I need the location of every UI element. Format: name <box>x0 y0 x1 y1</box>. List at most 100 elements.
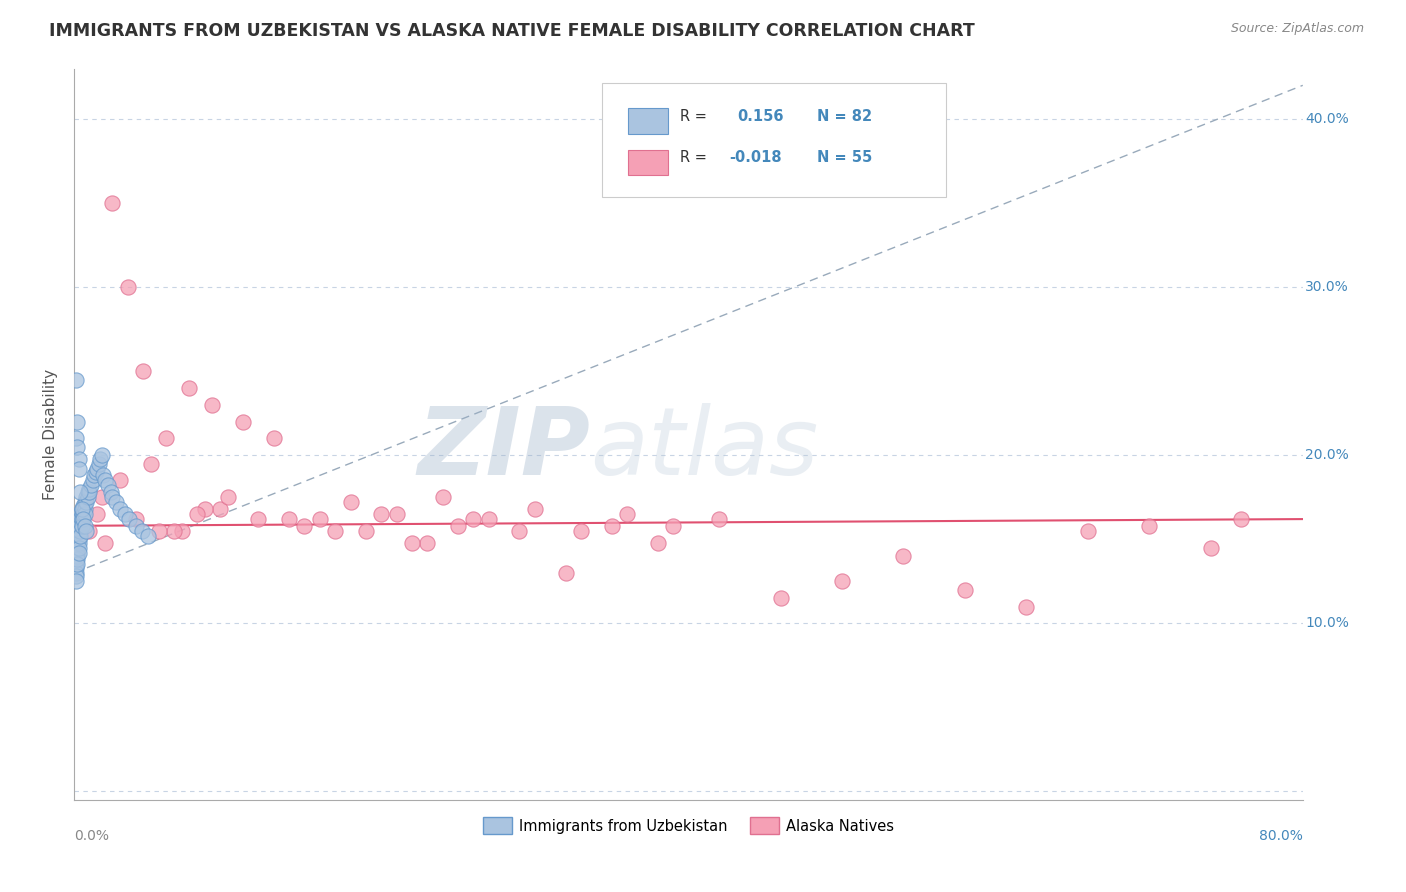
Point <box>508 524 530 538</box>
Point <box>77 490 100 504</box>
Point <box>201 398 224 412</box>
Point <box>65 558 87 572</box>
Point <box>70 518 93 533</box>
Text: 0.156: 0.156 <box>738 109 785 124</box>
Point <box>75 495 97 509</box>
Point <box>90 448 112 462</box>
Point <box>86 461 108 475</box>
Point <box>86 507 108 521</box>
Point <box>1199 541 1222 555</box>
Point <box>323 524 346 538</box>
Point <box>616 507 638 521</box>
Point <box>67 461 90 475</box>
Text: 80.0%: 80.0% <box>1258 829 1303 843</box>
Text: 40.0%: 40.0% <box>1305 112 1348 126</box>
FancyBboxPatch shape <box>602 83 946 196</box>
Point <box>65 569 87 583</box>
Point <box>117 280 139 294</box>
Text: 0.0%: 0.0% <box>75 829 110 843</box>
Point <box>447 518 470 533</box>
Point <box>1077 524 1099 538</box>
Point <box>217 490 239 504</box>
Point <box>66 552 89 566</box>
Point <box>65 533 87 547</box>
Point <box>67 546 90 560</box>
Point <box>66 541 89 555</box>
Point <box>65 541 87 555</box>
Point <box>769 591 792 606</box>
Point <box>953 582 976 597</box>
Point <box>77 485 100 500</box>
Point <box>66 524 89 538</box>
Text: Source: ZipAtlas.com: Source: ZipAtlas.com <box>1230 22 1364 36</box>
Point <box>569 524 592 538</box>
Point <box>278 512 301 526</box>
Point <box>69 507 91 521</box>
Point <box>67 524 90 538</box>
Point <box>82 474 104 488</box>
Point <box>67 533 90 547</box>
Point <box>647 535 669 549</box>
Point <box>139 457 162 471</box>
Point <box>66 415 89 429</box>
Point <box>108 502 131 516</box>
Point <box>90 490 112 504</box>
Point <box>354 524 377 538</box>
Point <box>65 552 87 566</box>
Point <box>69 524 91 538</box>
Point <box>65 524 87 538</box>
Point <box>72 507 94 521</box>
Point <box>67 529 90 543</box>
Point <box>432 490 454 504</box>
Point <box>370 507 392 521</box>
Point <box>65 431 87 445</box>
Text: ZIP: ZIP <box>418 403 591 495</box>
Point <box>463 512 485 526</box>
Point <box>87 457 110 471</box>
Point <box>72 502 94 516</box>
Point <box>136 529 159 543</box>
Point <box>70 502 93 516</box>
Point <box>194 502 217 516</box>
Text: 10.0%: 10.0% <box>1305 616 1350 631</box>
Point <box>65 566 87 580</box>
Point <box>70 502 93 516</box>
Point <box>97 478 120 492</box>
Point <box>831 574 853 589</box>
Point <box>478 512 501 526</box>
Point <box>179 381 201 395</box>
Point <box>893 549 915 563</box>
Point <box>148 524 170 538</box>
Point <box>67 451 90 466</box>
Point <box>73 507 96 521</box>
Point <box>155 431 177 445</box>
Point <box>65 561 87 575</box>
Point <box>67 512 90 526</box>
Point <box>66 546 89 560</box>
Point <box>91 468 114 483</box>
Point <box>247 512 270 526</box>
Point <box>65 535 87 549</box>
Point <box>69 485 91 500</box>
Point <box>73 502 96 516</box>
Point <box>523 502 546 516</box>
Point <box>66 535 89 549</box>
Point <box>70 507 93 521</box>
Point <box>114 507 136 521</box>
Text: IMMIGRANTS FROM UZBEKISTAN VS ALASKA NATIVE FEMALE DISABILITY CORRELATION CHART: IMMIGRANTS FROM UZBEKISTAN VS ALASKA NAT… <box>49 22 974 40</box>
Text: N = 82: N = 82 <box>817 109 873 124</box>
Point <box>124 512 146 526</box>
Point <box>131 524 153 538</box>
Point <box>186 507 208 521</box>
Point <box>67 518 90 533</box>
Point <box>66 533 89 547</box>
Point <box>101 196 124 211</box>
Point <box>72 499 94 513</box>
Point <box>104 495 127 509</box>
Point <box>79 524 101 538</box>
Point <box>101 490 124 504</box>
Y-axis label: Female Disability: Female Disability <box>44 368 58 500</box>
Point <box>72 512 94 526</box>
Point <box>65 546 87 560</box>
Point <box>94 535 117 549</box>
